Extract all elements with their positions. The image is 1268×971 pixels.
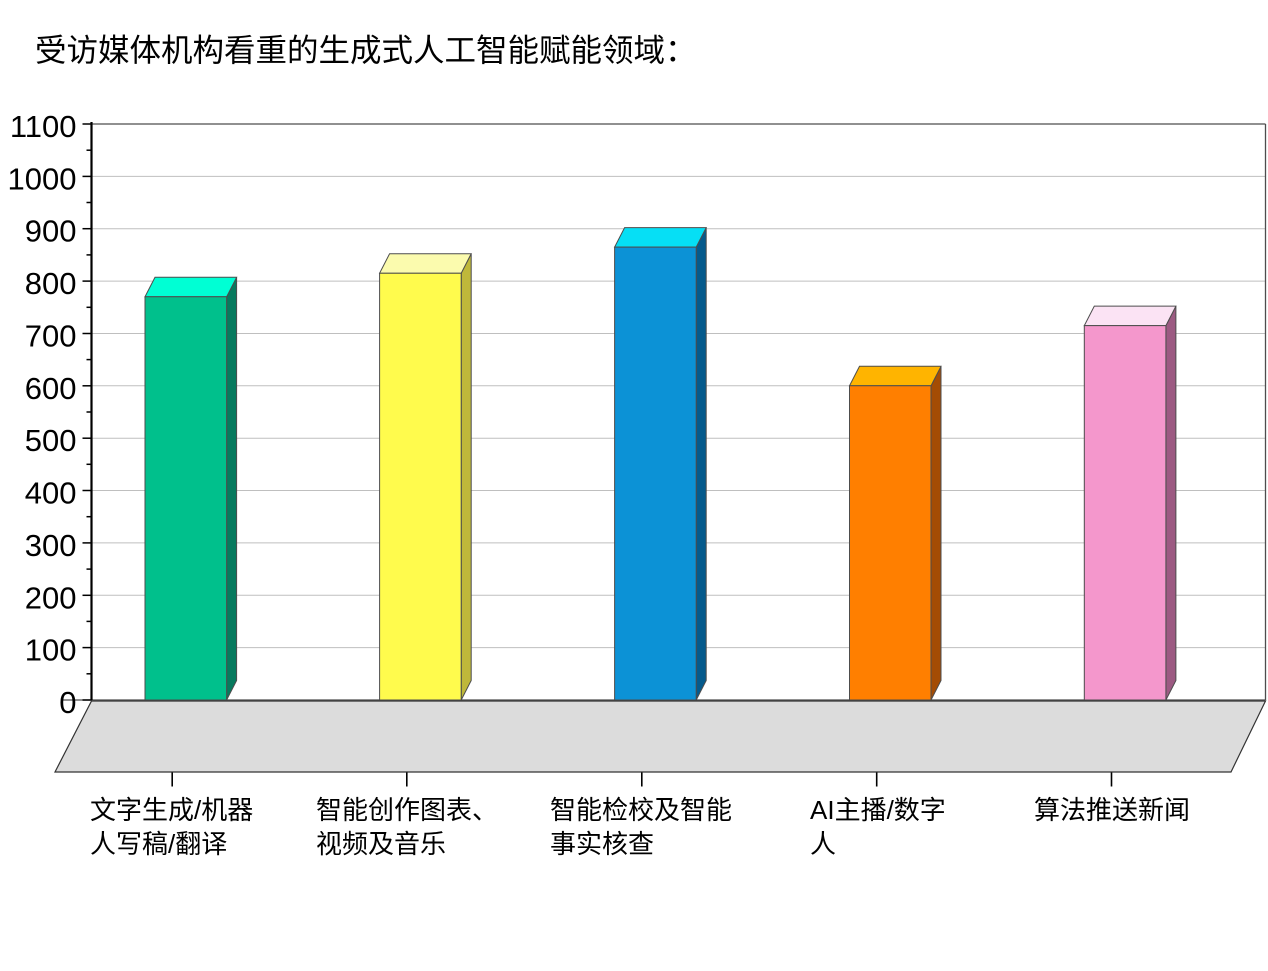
svg-text:900: 900	[25, 214, 77, 249]
svg-text:600: 600	[25, 371, 77, 406]
svg-text:1000: 1000	[8, 161, 77, 196]
svg-text:0: 0	[59, 685, 76, 720]
svg-text:200: 200	[25, 580, 77, 615]
svg-text:700: 700	[25, 319, 77, 354]
svg-text:400: 400	[25, 476, 77, 511]
svg-text:300: 300	[25, 528, 77, 563]
svg-text:100: 100	[25, 633, 77, 668]
svg-text:800: 800	[25, 266, 77, 301]
svg-text:500: 500	[25, 423, 77, 458]
svg-text:1100: 1100	[10, 109, 77, 144]
